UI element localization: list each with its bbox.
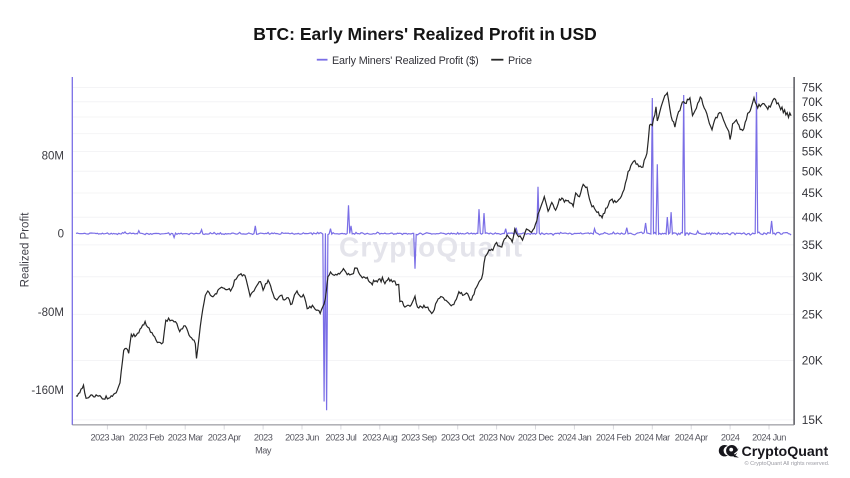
svg-text:2023 Jun: 2023 Jun <box>285 433 319 443</box>
svg-text:2023 Nov: 2023 Nov <box>479 433 515 443</box>
svg-text:2023 Oct: 2023 Oct <box>441 433 475 443</box>
svg-text:CryptoQuant: CryptoQuant <box>339 232 523 263</box>
svg-text:-160M: -160M <box>31 385 64 397</box>
svg-text:2023 Dec: 2023 Dec <box>518 433 554 443</box>
svg-text:80M: 80M <box>42 151 64 163</box>
svg-text:2023: 2023 <box>254 433 273 443</box>
svg-text:2023 Feb: 2023 Feb <box>129 433 164 443</box>
svg-text:CryptoQuant: CryptoQuant <box>742 444 829 460</box>
svg-text:20K: 20K <box>802 354 823 368</box>
svg-text:May: May <box>255 445 272 455</box>
svg-text:© CryptoQuant All rights reser: © CryptoQuant All rights reserved. <box>745 460 830 467</box>
svg-text:25K: 25K <box>802 308 823 322</box>
svg-text:70K: 70K <box>802 95 823 109</box>
svg-text:30K: 30K <box>802 270 823 284</box>
svg-text:40K: 40K <box>802 211 823 225</box>
svg-text:0: 0 <box>58 229 64 241</box>
svg-text:2023 Aug: 2023 Aug <box>362 433 397 443</box>
svg-text:2024 Feb: 2024 Feb <box>596 433 631 443</box>
svg-text:2023 Sep: 2023 Sep <box>401 433 437 443</box>
svg-text:50K: 50K <box>802 164 823 178</box>
svg-text:60K: 60K <box>802 127 823 141</box>
svg-text:2023 Apr: 2023 Apr <box>208 433 241 443</box>
svg-text:75K: 75K <box>802 81 823 95</box>
svg-text:Early Miners' Realized Profit: Early Miners' Realized Profit ($) <box>332 55 479 67</box>
svg-text:2024 Jan: 2024 Jan <box>557 433 591 443</box>
svg-text:2024 Mar: 2024 Mar <box>635 433 670 443</box>
svg-text:2023 Jul: 2023 Jul <box>326 433 357 443</box>
svg-text:Price: Price <box>508 55 532 67</box>
svg-text:2023 Jan: 2023 Jan <box>90 433 124 443</box>
svg-text:15K: 15K <box>802 413 823 427</box>
svg-text:2023 Mar: 2023 Mar <box>168 433 203 443</box>
svg-text:55K: 55K <box>802 145 823 159</box>
svg-text:2024: 2024 <box>721 433 740 443</box>
svg-text:65K: 65K <box>802 110 823 124</box>
svg-text:2024 Apr: 2024 Apr <box>675 433 708 443</box>
svg-text:-80M: -80M <box>38 307 64 319</box>
svg-text:45K: 45K <box>802 186 823 200</box>
svg-text:BTC: Early Miners' Realized Pr: BTC: Early Miners' Realized Profit in US… <box>253 24 597 44</box>
svg-text:Realized Profit: Realized Profit <box>20 212 32 288</box>
svg-text:2024 Jun: 2024 Jun <box>752 433 786 443</box>
svg-text:35K: 35K <box>802 238 823 252</box>
